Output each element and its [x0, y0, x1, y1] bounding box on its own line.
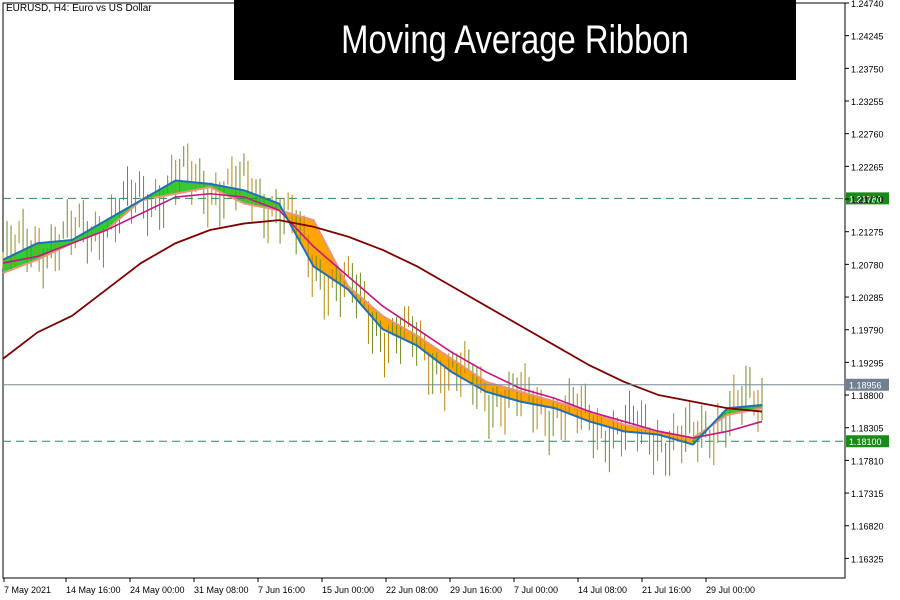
ribbon-segment [451, 358, 486, 392]
x-tick-label: 31 May 08:00 [194, 585, 249, 595]
y-tick-label: 1.17315 [851, 489, 884, 499]
ma-line-3 [2, 219, 763, 413]
y-tick-label: 1.16325 [851, 554, 884, 564]
y-tick-label: 1.22265 [851, 162, 884, 172]
y-tick-label: 1.19790 [851, 326, 884, 336]
y-tick-label: 1.23255 [851, 97, 884, 107]
ribbon-segment [589, 411, 624, 432]
banner-title: Moving Average Ribbon [341, 17, 689, 62]
y-tick-label: 1.22760 [851, 130, 884, 140]
y-tick-label: 1.24740 [851, 0, 884, 9]
y-tick-label: 1.23750 [851, 64, 884, 74]
ribbon-segment [382, 315, 417, 346]
y-tick-label: 1.18800 [851, 391, 884, 401]
y-tick-label: 1.19295 [851, 358, 884, 368]
y-tick-label: 1.20285 [851, 293, 884, 303]
x-tick-label: 29 Jun 16:00 [450, 585, 502, 595]
ma-line-2 [2, 192, 763, 439]
level-label: 1.18100 [849, 437, 882, 447]
symbol-label: EURUSD, H4: Euro vs US Dollar [6, 3, 152, 14]
x-tick-label: 21 Jul 16:00 [642, 585, 691, 595]
x-tick-label: 29 Jul 00:00 [706, 585, 755, 595]
plot-frame [2, 2, 846, 579]
x-tick-label: 22 Jun 08:00 [386, 585, 438, 595]
y-tick-label: 1.17810 [851, 456, 884, 466]
y-tick-label: 1.21770 [851, 195, 884, 205]
ribbon-segment [417, 335, 452, 372]
level-badge [846, 192, 889, 205]
x-tick-label: 14 May 16:00 [66, 585, 121, 595]
x-tick-label: 7 Jun 16:00 [258, 585, 305, 595]
current-price-badge [846, 378, 889, 391]
x-tick-label: 7 Jul 00:00 [514, 585, 558, 595]
ma-line-0 [2, 179, 763, 446]
y-tick-label: 1.24245 [851, 32, 884, 42]
x-tick-label: 15 Jun 00:00 [322, 585, 374, 595]
y-tick-label: 1.18305 [851, 424, 884, 434]
current-price-label: 1.18956 [849, 381, 882, 391]
title-banner: Moving Average Ribbon [234, 0, 796, 80]
level-label: 1.21780 [849, 194, 882, 204]
y-tick-label: 1.20780 [851, 260, 884, 270]
level-badge [846, 435, 889, 448]
ma-line-1 [2, 186, 763, 440]
x-tick-label: 14 Jul 08:00 [578, 585, 627, 595]
x-tick-label: 7 May 2021 [4, 585, 51, 595]
ribbon-segment [486, 381, 521, 402]
y-tick-label: 1.16820 [851, 522, 884, 532]
ribbon-segment [3, 243, 38, 273]
x-tick-label: 24 May 00:00 [130, 585, 185, 595]
y-tick-label: 1.21275 [851, 228, 884, 238]
